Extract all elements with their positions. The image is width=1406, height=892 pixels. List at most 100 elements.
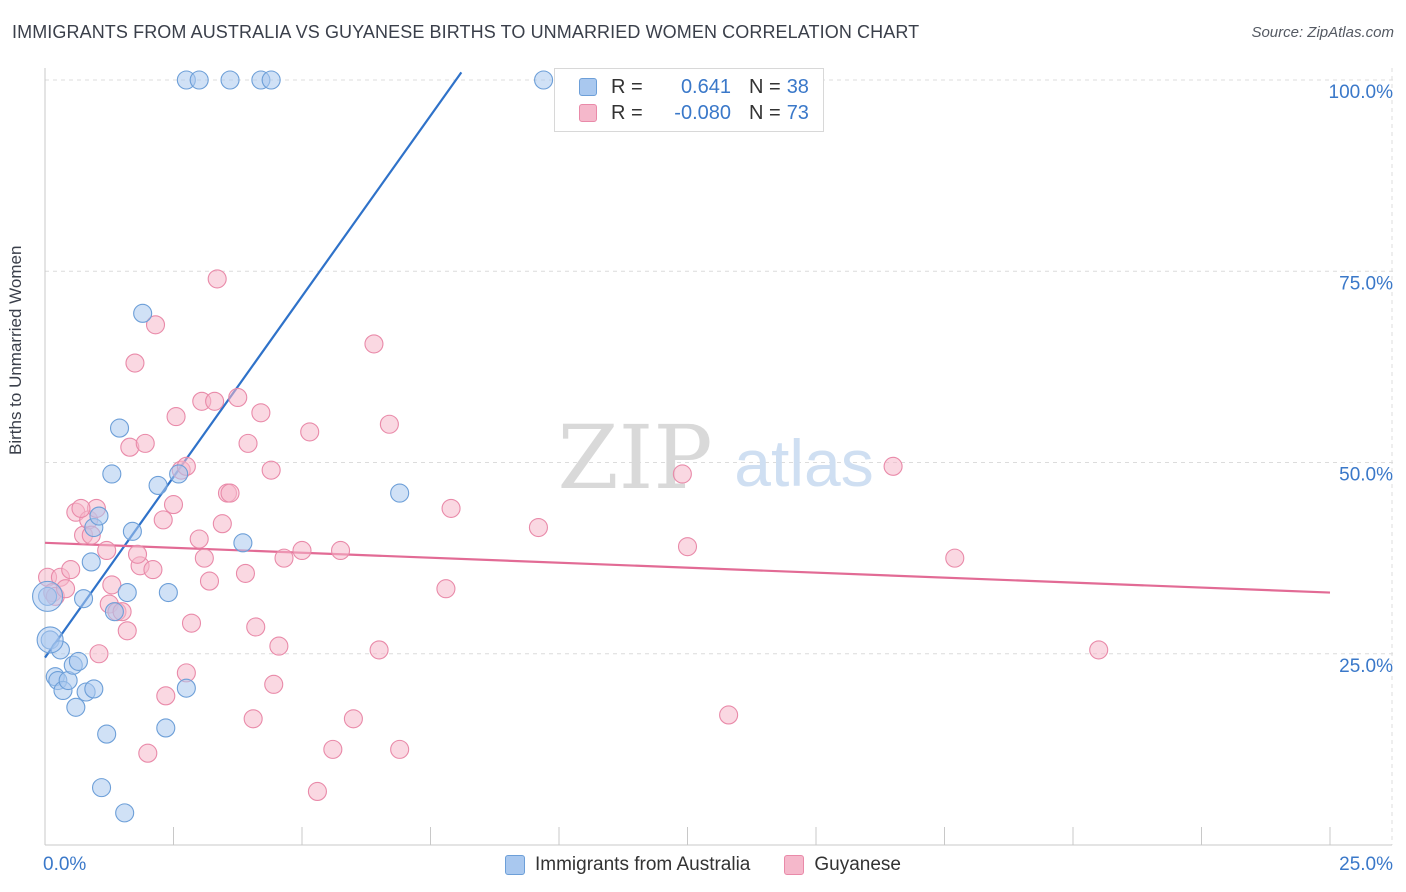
point-australia <box>158 582 178 603</box>
point-australia <box>117 582 137 603</box>
point-guyanese <box>145 315 166 335</box>
legend-n-value: 38 <box>786 75 809 98</box>
series-legend: Immigrants from Australia Guyanese <box>0 852 1406 878</box>
watermark-zip: ZIP <box>557 406 712 509</box>
legend-swatch-blue <box>579 78 597 96</box>
point-australia <box>68 651 88 671</box>
x-tick-label: 25.0% <box>1339 854 1393 875</box>
point-australia <box>233 533 253 553</box>
point-guyanese <box>323 739 343 759</box>
point-australia <box>534 70 554 90</box>
point-guyanese <box>274 548 294 568</box>
point-guyanese <box>181 613 202 633</box>
point-guyanese <box>528 517 548 538</box>
point-guyanese <box>364 334 384 354</box>
point-guyanese <box>207 269 227 289</box>
point-guyanese <box>166 407 186 427</box>
point-guyanese <box>235 563 256 583</box>
legend-r-label: R = <box>611 101 643 124</box>
point-guyanese <box>143 560 163 580</box>
point-australia-cluster <box>32 580 64 612</box>
point-guyanese <box>441 498 461 518</box>
point-australia <box>176 678 196 698</box>
stats-legend: R = 0.641 N = 38 R = -0.080 N = 73 <box>554 68 824 132</box>
point-guyanese <box>246 617 266 637</box>
legend-swatch-blue <box>504 855 525 875</box>
chart-title: IMMIGRANTS FROM AUSTRALIA VS GUYANESE BI… <box>12 22 920 42</box>
point-guyanese <box>135 433 155 453</box>
point-guyanese <box>117 621 137 641</box>
point-australia <box>156 718 176 738</box>
point-guyanese <box>251 403 271 423</box>
point-guyanese <box>125 353 145 373</box>
point-guyanese <box>153 510 173 530</box>
point-guyanese <box>369 640 389 660</box>
point-guyanese <box>261 460 281 480</box>
point-guyanese <box>390 739 410 759</box>
legend-swatch-pink <box>784 855 805 875</box>
grid-lines <box>45 68 1395 845</box>
legend-item-guyanese[interactable]: Guyanese <box>784 854 901 876</box>
point-guyanese <box>156 686 176 706</box>
point-australia <box>261 70 281 90</box>
point-guyanese <box>220 483 240 503</box>
y-axis-label: Births to Unmarried Women <box>6 245 25 455</box>
point-guyanese <box>379 414 399 434</box>
point-guyanese <box>307 781 327 802</box>
axes <box>44 68 1392 846</box>
scatter-points <box>32 70 1109 823</box>
point-guyanese <box>243 709 263 729</box>
y-tick-label: 50.0% <box>1339 465 1393 486</box>
tick-labels: 25.0% 50.0% 75.0% 100.0% 0.0% 25.0% <box>43 82 1393 875</box>
point-australia <box>66 697 86 717</box>
point-australia <box>390 483 410 503</box>
point-guyanese <box>199 571 220 591</box>
point-australia <box>97 724 117 744</box>
point-australia <box>74 589 94 609</box>
point-australia <box>84 679 104 699</box>
point-guyanese <box>194 548 214 568</box>
legend-n-value: 73 <box>786 101 809 124</box>
source-label: Source: ZipAtlas.com <box>1251 24 1394 41</box>
point-guyanese <box>292 540 312 561</box>
point-guyanese <box>945 548 965 568</box>
point-guyanese <box>719 705 739 725</box>
y-tick-label: 75.0% <box>1339 273 1393 294</box>
point-guyanese <box>102 575 122 595</box>
point-australia <box>109 418 130 438</box>
point-australia-cluster <box>36 626 64 654</box>
point-guyanese <box>677 537 698 557</box>
point-guyanese <box>883 456 903 476</box>
trend-line-australia <box>44 71 463 659</box>
point-australia <box>91 778 112 798</box>
point-guyanese <box>330 540 351 561</box>
point-guyanese <box>269 636 289 656</box>
trend-line-guyanese <box>44 541 1331 594</box>
point-australia <box>89 506 109 526</box>
point-australia <box>115 803 135 823</box>
legend-swatch-pink <box>579 104 597 122</box>
point-guyanese <box>97 540 117 561</box>
legend-r-value: -0.080 <box>674 101 731 124</box>
legend-r-label: R = <box>611 75 643 98</box>
point-australia <box>104 602 124 622</box>
point-australia <box>122 521 142 541</box>
point-guyanese <box>1089 640 1109 660</box>
point-guyanese <box>212 514 232 534</box>
watermark-atlas: atlas <box>734 426 873 500</box>
legend-label-australia: Immigrants from Australia <box>534 854 751 875</box>
point-australia <box>189 70 209 90</box>
point-australia <box>133 303 153 323</box>
point-guyanese <box>343 709 363 729</box>
legend-item-australia[interactable]: Immigrants from Australia <box>504 854 751 876</box>
point-australia <box>148 475 168 496</box>
point-guyanese <box>61 560 81 580</box>
legend-label-guyanese: Guyanese <box>814 854 902 875</box>
point-australia <box>102 464 122 484</box>
legend-n-label: N = <box>749 75 781 98</box>
point-guyanese <box>264 674 284 694</box>
legend-row-guyanese: R = -0.080 N = 73 <box>579 101 809 125</box>
point-australia <box>169 464 189 484</box>
point-guyanese <box>238 433 258 453</box>
